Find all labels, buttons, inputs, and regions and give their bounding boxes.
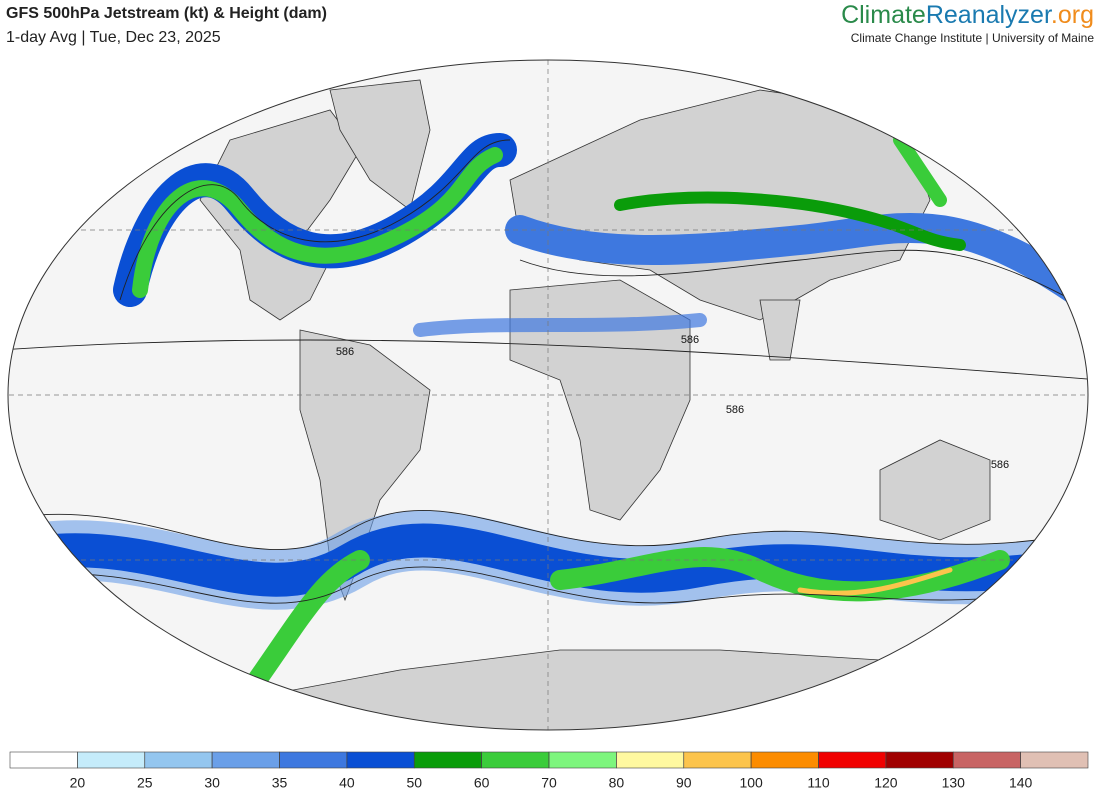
colorbar-box <box>885 751 954 769</box>
height-contours <box>8 139 1088 604</box>
title: GFS 500hPa Jetstream (kt) & Height (dam) <box>6 5 327 22</box>
colorbar-label: 90 <box>676 775 692 791</box>
colorbar-box <box>279 751 348 769</box>
colorbar-label: 20 <box>70 775 86 791</box>
contour-label: 586 <box>681 334 699 346</box>
colorbar-label: 120 <box>874 775 898 791</box>
logo-part: Reanalyzer <box>926 1 1052 29</box>
colorbar-label: 60 <box>474 775 490 791</box>
colorbar-label: 140 <box>1009 775 1033 791</box>
colorbar-label: 110 <box>807 775 830 791</box>
colorbar-label: 50 <box>406 775 422 791</box>
colorbar-box <box>1020 751 1089 769</box>
colorbar-box <box>144 751 213 769</box>
colorbar: 20 25 30 35 40 50 60 70 80 90 100 110 120 130 140 <box>9 751 1089 791</box>
logo-part: .org <box>1051 1 1094 29</box>
subtitle: 1-day Avg | Tue, Dec 23, 2025 <box>6 29 221 46</box>
colorbar-box <box>346 751 415 769</box>
globe-outline <box>7 59 1089 731</box>
logo[interactable]: ClimateReanalyzer.org <box>841 1 1094 29</box>
colorbar-box <box>750 751 819 769</box>
contour-label: 586 <box>991 459 1009 471</box>
logo-part: Climate <box>841 1 926 29</box>
colorbar-box <box>818 751 887 769</box>
contour-label: 586 <box>726 404 744 416</box>
jet-streams <box>8 133 1088 700</box>
colorbar-label: 70 <box>541 775 557 791</box>
contour-label: 586 <box>336 346 354 358</box>
colorbar-box <box>77 751 146 769</box>
colorbar-box <box>481 751 550 769</box>
colorbar-box <box>413 751 482 769</box>
colorbar-label: 40 <box>339 775 355 791</box>
colorbar-label: 130 <box>942 775 966 791</box>
colorbar-box <box>548 751 617 769</box>
colorbar-box <box>683 751 752 769</box>
colorbar-label: 25 <box>137 775 153 791</box>
colorbar-label: 35 <box>272 775 288 791</box>
colorbar-label: 80 <box>609 775 625 791</box>
contour-labels: 586 586 586 586 <box>336 334 1009 471</box>
colorbar-box <box>9 751 78 769</box>
colorbar-box <box>211 751 280 769</box>
affiliation: Climate Change Institute | University of… <box>851 31 1095 45</box>
colorbar-label: 100 <box>739 775 763 791</box>
map: 586 586 586 586 <box>7 59 1089 731</box>
colorbar-box <box>952 751 1021 769</box>
map-content <box>8 60 1088 730</box>
graticule <box>8 60 1088 730</box>
colorbar-label: 30 <box>204 775 220 791</box>
colorbar-box <box>616 751 685 769</box>
